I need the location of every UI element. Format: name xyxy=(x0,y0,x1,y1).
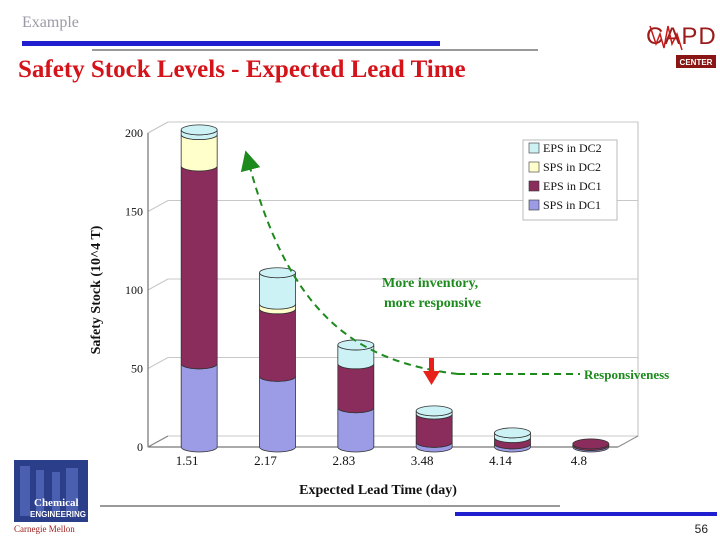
stacked-bar-chart: 0 50 100 150 200 1.51 2.17 2.83 3.48 4.14 4.8 Saf… xyxy=(89,121,669,498)
gridline-diag xyxy=(147,278,169,291)
footer-blue-rule xyxy=(455,512,717,516)
x-axis-label: Expected Lead Time (day) xyxy=(299,483,457,498)
y-tick-label: 50 xyxy=(131,362,143,376)
bar-segment xyxy=(259,308,296,382)
bar-segment xyxy=(259,272,296,310)
bar-segment xyxy=(180,134,218,172)
bar-segment xyxy=(337,363,375,414)
y-tick-label: 0 xyxy=(137,440,143,454)
bar-column xyxy=(494,427,531,453)
bar-cap xyxy=(259,267,296,279)
y-tick-labels: 0 50 100 150 200 xyxy=(125,126,143,454)
legend-swatch xyxy=(528,161,540,173)
x-tick-label: 4.14 xyxy=(489,453,512,468)
red-down-arrow xyxy=(423,358,440,385)
bar-columns xyxy=(180,124,610,453)
bar-cap xyxy=(180,124,218,136)
bar-cap xyxy=(415,405,453,417)
capd-logo-sub: CENTER xyxy=(680,58,713,67)
y-axis-label: Safety Stock (10^4 T) xyxy=(89,225,104,354)
legend-entry: EPS in DC2 xyxy=(543,141,602,155)
legend: EPS in DC2 SPS in DC2 EPS in DC1 SPS in DC1 xyxy=(522,139,618,221)
inventory-trend-arrow xyxy=(240,150,459,375)
slide-title: Safety Stock Levels - Expected Lead Time xyxy=(18,56,466,83)
annotation-responsiveness: Responsiveness xyxy=(584,367,669,382)
capd-logo: CAPD CENTER xyxy=(640,14,716,72)
x-tick-label: 2.83 xyxy=(332,453,355,468)
gridline-diag xyxy=(147,357,169,369)
bar-column xyxy=(415,405,453,453)
y-tick-label: 200 xyxy=(125,126,143,140)
bar-segment xyxy=(180,363,218,453)
bar-column xyxy=(180,124,218,453)
gridline-diag xyxy=(147,200,169,212)
bar-cap xyxy=(494,427,531,439)
x-tick-label: 3.48 xyxy=(411,453,434,468)
bar-segment xyxy=(180,165,218,370)
legend-swatch xyxy=(528,180,540,192)
bar-segment xyxy=(337,407,375,453)
x-tick-label: 4.8 xyxy=(571,453,587,468)
legend-entry: SPS in DC1 xyxy=(543,198,601,212)
slide-header-label: Example xyxy=(22,14,79,31)
header-blue-rule xyxy=(22,41,440,46)
legend-swatch xyxy=(528,142,540,154)
floor-edge-right xyxy=(617,435,639,448)
x-tick-label: 2.17 xyxy=(254,453,277,468)
legend-swatch xyxy=(528,199,540,211)
bar-segment xyxy=(259,376,296,453)
bar-column xyxy=(337,339,375,453)
cmu-logo-line1: Chemical xyxy=(34,497,79,509)
y-tick-label: 150 xyxy=(125,205,143,219)
x-tick-label: 1.51 xyxy=(176,453,199,468)
gridline-diag xyxy=(147,121,169,134)
annotation-more-inventory: More inventory, xyxy=(382,276,478,291)
page-number: 56 xyxy=(694,522,708,536)
floor-edge-left xyxy=(147,435,169,448)
cmu-logo-line2: ENGINEERING xyxy=(30,510,86,519)
bar-column xyxy=(259,267,296,453)
cmu-chemical-engineering-logo: Chemical ENGINEERING Carnegie Mellon xyxy=(14,460,88,534)
cmu-logo-line3: Carnegie Mellon xyxy=(14,524,75,534)
bar-cap xyxy=(572,438,610,450)
legend-entry: SPS in DC2 xyxy=(543,160,601,174)
legend-items: EPS in DC2 SPS in DC2 EPS in DC1 SPS in DC1 xyxy=(528,141,602,212)
x-tick-labels: 1.51 2.17 2.83 3.48 4.14 4.8 xyxy=(176,453,587,468)
bar-column xyxy=(572,438,610,453)
legend-entry: EPS in DC1 xyxy=(543,179,602,193)
y-tick-label: 100 xyxy=(125,283,143,297)
annotation-more-responsive: more responsive xyxy=(384,296,481,311)
